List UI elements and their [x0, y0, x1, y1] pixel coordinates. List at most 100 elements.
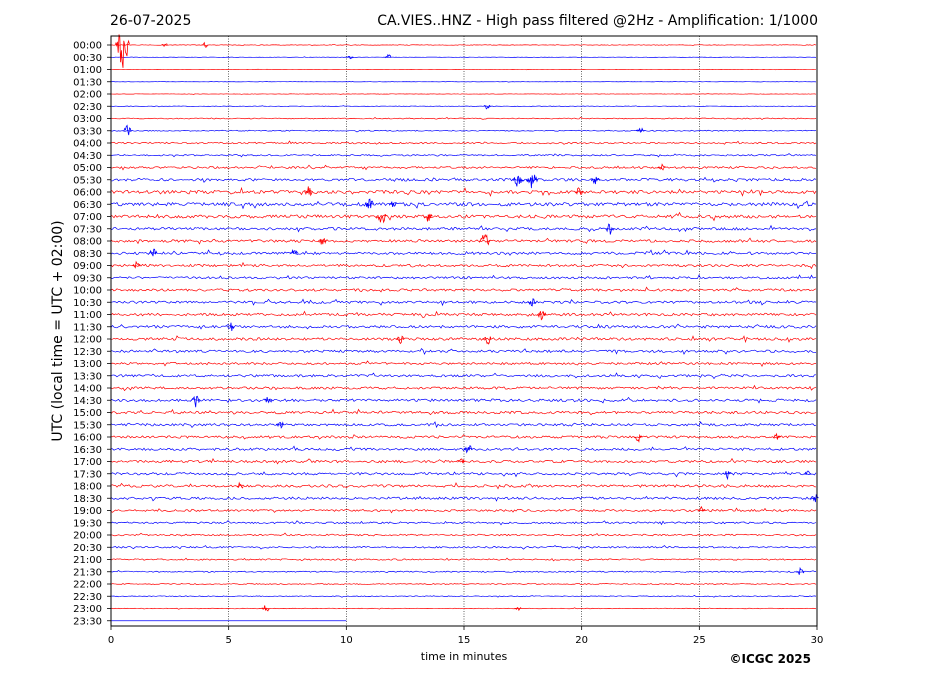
trace-row-1430 — [110, 396, 817, 404]
x-tick-label-25: 25 — [693, 635, 706, 646]
event-8 — [657, 163, 666, 170]
row-label-0130: 01:30 — [73, 77, 102, 88]
row-label-0930: 09:30 — [73, 273, 102, 284]
trace-row-0500 — [110, 164, 817, 171]
trace-row-1030 — [110, 298, 817, 307]
row-label-1800: 18:00 — [73, 482, 102, 493]
row-label-0100: 01:00 — [73, 65, 102, 76]
trace-row-1600 — [110, 434, 817, 440]
row-label-1430: 14:30 — [73, 396, 102, 407]
row-label-2200: 22:00 — [73, 580, 102, 591]
event-7 — [636, 127, 645, 133]
event-33 — [773, 432, 781, 440]
x-axis-ticks: 0 5 10 15 20 25 30 — [108, 626, 823, 646]
x-tick-label-15: 15 — [458, 635, 471, 646]
event-36 — [723, 471, 732, 481]
row-label-1300: 13:00 — [73, 359, 102, 370]
trace-row-1630 — [110, 445, 817, 452]
row-label-1500: 15:00 — [73, 408, 102, 419]
trace-row-1900 — [110, 507, 817, 514]
event-17 — [423, 213, 433, 222]
event-0 — [115, 34, 130, 68]
row-label-1000: 10:00 — [73, 286, 102, 297]
event-1 — [161, 43, 168, 47]
trace-row-0200 — [110, 93, 817, 95]
event-16 — [376, 214, 387, 224]
row-label-0600: 06:00 — [73, 188, 102, 199]
row-label-0000: 00:00 — [73, 41, 102, 52]
row-label-0230: 02:30 — [73, 102, 102, 113]
event-30 — [264, 397, 273, 404]
x-tick-label-5: 5 — [225, 635, 231, 646]
trace-row-0730 — [110, 224, 817, 233]
trace-row-1200 — [110, 335, 817, 344]
row-label-0400: 04:00 — [73, 139, 102, 150]
event-5 — [483, 104, 491, 110]
row-label-1900: 19:00 — [73, 506, 102, 517]
row-label-0330: 03:30 — [73, 126, 102, 137]
row-label-2100: 21:00 — [73, 555, 102, 566]
row-label-0900: 09:00 — [73, 261, 102, 272]
event-43 — [514, 607, 522, 612]
trace-row-2300 — [110, 607, 817, 610]
trace-row-0930 — [110, 274, 817, 280]
event-29 — [190, 395, 201, 408]
y-axis-label: UTC (local time = UTC + 02:00) — [50, 220, 66, 441]
row-label-1830: 18:30 — [73, 494, 102, 505]
trace-row-0900 — [110, 261, 817, 270]
event-4 — [385, 53, 392, 59]
row-label-1700: 17:00 — [73, 457, 102, 468]
event-31 — [276, 421, 284, 429]
row-label-2300: 23:00 — [73, 604, 102, 615]
row-label-0830: 08:30 — [73, 249, 102, 260]
trace-row-2130 — [110, 569, 817, 573]
x-tick-label-10: 10 — [340, 635, 353, 646]
trace-row-1530 — [110, 421, 817, 429]
row-label-0030: 00:30 — [73, 53, 102, 64]
row-label-0500: 05:00 — [73, 163, 102, 174]
x-tick-label-0: 0 — [108, 635, 114, 646]
trace-row-1830 — [110, 495, 817, 502]
row-label-2000: 20:00 — [73, 531, 102, 542]
row-label-1530: 15:30 — [73, 420, 102, 431]
event-34 — [463, 445, 473, 454]
row-label-1400: 14:00 — [73, 384, 102, 395]
event-21 — [148, 248, 158, 257]
row-label-1930: 19:30 — [73, 518, 102, 529]
trace-row-1300 — [110, 360, 817, 367]
event-42 — [261, 605, 270, 612]
trace-row-0830 — [110, 249, 817, 256]
row-label-2330: 23:30 — [73, 616, 102, 627]
row-label-2130: 21:30 — [73, 567, 102, 578]
trace-row-1000 — [110, 286, 817, 293]
row-label-0630: 06:30 — [73, 200, 102, 211]
trace-row-1130 — [110, 323, 817, 330]
trace-row-0700 — [110, 211, 817, 222]
trace-row-0230 — [110, 105, 817, 108]
row-label-0300: 03:00 — [73, 114, 102, 125]
row-label-0200: 02:00 — [73, 90, 102, 101]
trace-row-1500 — [110, 408, 817, 416]
trace-row-1100 — [110, 310, 817, 319]
event-12 — [303, 186, 313, 197]
copyright-label: ©ICGC 2025 — [729, 652, 811, 666]
event-25 — [536, 311, 547, 321]
event-9 — [512, 175, 524, 187]
event-18 — [605, 223, 615, 235]
trace-row-0330 — [110, 129, 817, 133]
event-15 — [389, 201, 397, 207]
event-28 — [482, 336, 492, 345]
event-22 — [289, 249, 299, 255]
trace-row-1400 — [110, 384, 817, 392]
trace-row-1930 — [110, 520, 817, 526]
row-label-1330: 13:30 — [73, 371, 102, 382]
event-37 — [803, 470, 812, 475]
plot-frame — [110, 35, 818, 627]
trace-row-1230 — [110, 347, 817, 356]
row-label-1200: 12:00 — [73, 335, 102, 346]
event-3 — [347, 56, 354, 60]
trace-row-2030 — [110, 545, 817, 550]
row-label-1730: 17:30 — [73, 469, 102, 480]
